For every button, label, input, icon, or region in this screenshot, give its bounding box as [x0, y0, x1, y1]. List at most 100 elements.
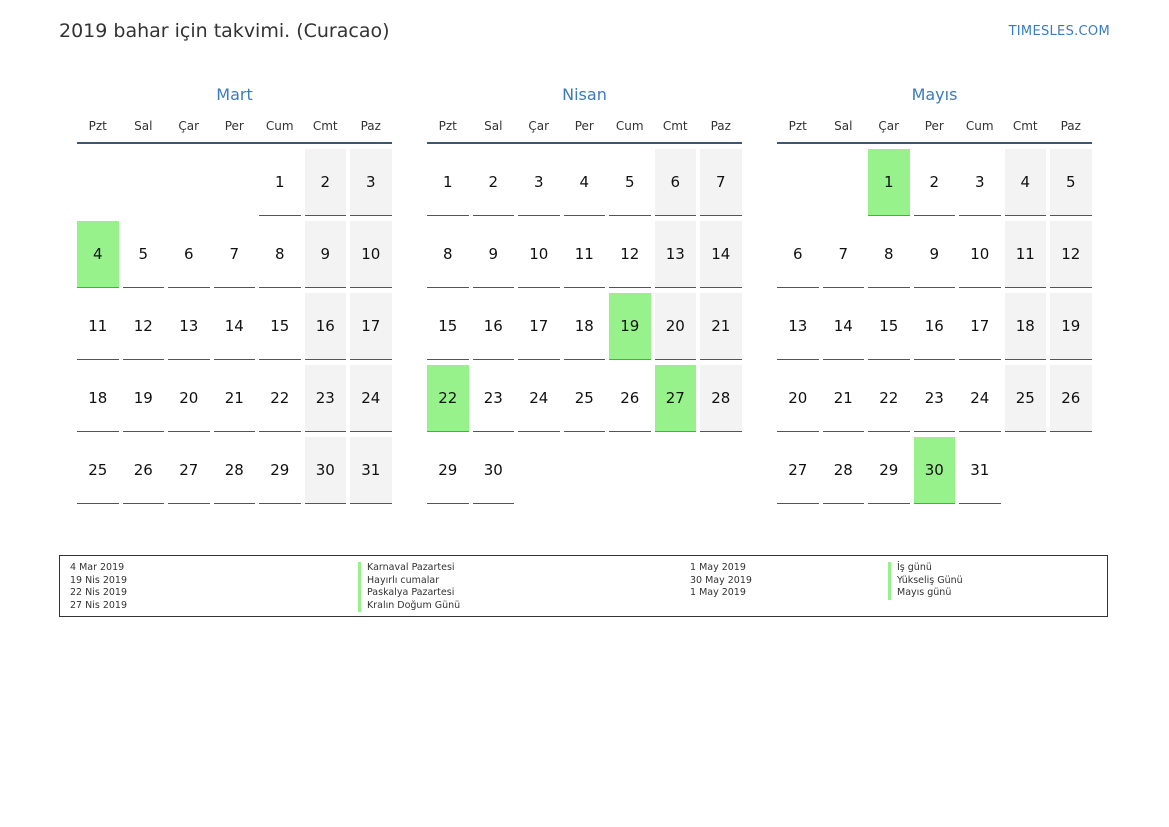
day-cell[interactable]: 20 [654, 293, 696, 360]
day-cell[interactable]: 18 [1004, 293, 1046, 360]
days-grid: 1 2 3 4 5 6 7 8 9 10 11 12 13 14 15 16 17 18 19 20 21 22 23 24 2… [777, 149, 1092, 504]
empty-day-cell [168, 149, 210, 216]
holiday-day-cell[interactable]: 22 [427, 365, 469, 432]
holiday-day-cell[interactable]: 1 [868, 149, 910, 216]
weekday-header: Pzt Sal Çar Per Cum Cmt Paz [777, 116, 1092, 144]
day-cell[interactable]: 8 [259, 221, 301, 288]
day-cell[interactable]: 21 [822, 365, 864, 432]
day-cell[interactable]: 8 [427, 221, 469, 288]
day-cell[interactable]: 17 [518, 293, 560, 360]
day-cell[interactable]: 10 [350, 221, 392, 288]
day-cell[interactable]: 6 [168, 221, 210, 288]
day-cell[interactable]: 5 [1050, 149, 1092, 216]
day-cell[interactable]: 20 [777, 365, 819, 432]
weekday-label: Cmt [312, 119, 338, 133]
day-cell[interactable]: 7 [700, 149, 742, 216]
legend-names-left: Karnaval Pazartesi Hayırlı cumalar Paskaly… [358, 562, 460, 612]
day-cell[interactable]: 2 [913, 149, 955, 216]
day-cell[interactable]: 23 [472, 365, 514, 432]
day-cell[interactable]: 13 [168, 293, 210, 360]
day-cell[interactable]: 26 [122, 437, 164, 504]
day-cell[interactable]: 31 [959, 437, 1001, 504]
day-cell[interactable]: 27 [777, 437, 819, 504]
day-cell[interactable]: 26 [609, 365, 651, 432]
day-cell[interactable]: 1 [427, 149, 469, 216]
day-cell[interactable]: 4 [1004, 149, 1046, 216]
day-cell[interactable]: 2 [304, 149, 346, 216]
day-cell[interactable]: 17 [959, 293, 1001, 360]
day-cell[interactable]: 20 [168, 365, 210, 432]
day-cell[interactable]: 30 [472, 437, 514, 504]
day-cell[interactable]: 5 [609, 149, 651, 216]
day-cell[interactable]: 24 [959, 365, 1001, 432]
day-cell[interactable]: 14 [700, 221, 742, 288]
day-cell[interactable]: 3 [350, 149, 392, 216]
day-cell[interactable]: 11 [77, 293, 119, 360]
legend-date: 30 May 2019 [690, 574, 752, 586]
day-cell[interactable]: 9 [472, 221, 514, 288]
day-cell[interactable]: 29 [259, 437, 301, 504]
day-cell[interactable]: 3 [518, 149, 560, 216]
day-cell[interactable]: 13 [654, 221, 696, 288]
day-cell[interactable]: 10 [518, 221, 560, 288]
day-cell[interactable]: 14 [213, 293, 255, 360]
day-cell[interactable]: 9 [304, 221, 346, 288]
day-cell[interactable]: 23 [304, 365, 346, 432]
day-cell[interactable]: 29 [868, 437, 910, 504]
month-0: Mart Pzt Sal Çar Per Cum Cmt Paz 1 2 3 4 5 6 7 8 9 10 11 12… [77, 84, 392, 504]
day-cell[interactable]: 8 [868, 221, 910, 288]
day-cell[interactable]: 31 [350, 437, 392, 504]
day-cell[interactable]: 4 [563, 149, 605, 216]
day-cell[interactable]: 7 [822, 221, 864, 288]
day-cell[interactable]: 16 [913, 293, 955, 360]
day-cell[interactable]: 26 [1050, 365, 1092, 432]
day-cell[interactable]: 18 [563, 293, 605, 360]
day-cell[interactable]: 30 [304, 437, 346, 504]
day-cell[interactable]: 14 [822, 293, 864, 360]
day-cell[interactable]: 22 [868, 365, 910, 432]
day-cell[interactable]: 28 [822, 437, 864, 504]
day-cell[interactable]: 12 [122, 293, 164, 360]
holiday-day-cell[interactable]: 30 [913, 437, 955, 504]
day-cell[interactable]: 15 [259, 293, 301, 360]
day-cell[interactable]: 11 [563, 221, 605, 288]
day-cell[interactable]: 22 [259, 365, 301, 432]
day-cell[interactable]: 24 [518, 365, 560, 432]
day-cell[interactable]: 11 [1004, 221, 1046, 288]
day-cell[interactable]: 15 [427, 293, 469, 360]
day-cell[interactable]: 9 [913, 221, 955, 288]
day-cell[interactable]: 1 [259, 149, 301, 216]
day-cell[interactable]: 19 [1050, 293, 1092, 360]
day-cell[interactable]: 12 [1050, 221, 1092, 288]
day-cell[interactable]: 28 [213, 437, 255, 504]
day-cell[interactable]: 29 [427, 437, 469, 504]
holiday-day-cell[interactable]: 4 [77, 221, 119, 288]
day-cell[interactable]: 16 [304, 293, 346, 360]
day-cell[interactable]: 2 [472, 149, 514, 216]
day-cell[interactable]: 21 [213, 365, 255, 432]
day-cell[interactable]: 5 [122, 221, 164, 288]
day-cell[interactable]: 13 [777, 293, 819, 360]
holiday-day-cell[interactable]: 19 [609, 293, 651, 360]
day-cell[interactable]: 3 [959, 149, 1001, 216]
day-cell[interactable]: 6 [777, 221, 819, 288]
day-cell[interactable]: 6 [654, 149, 696, 216]
day-cell[interactable]: 15 [868, 293, 910, 360]
site-link[interactable]: TIMESLES.COM [1008, 24, 1110, 39]
day-cell[interactable]: 12 [609, 221, 651, 288]
day-cell[interactable]: 19 [122, 365, 164, 432]
day-cell[interactable]: 24 [350, 365, 392, 432]
day-cell[interactable]: 18 [77, 365, 119, 432]
day-cell[interactable]: 16 [472, 293, 514, 360]
day-cell[interactable]: 17 [350, 293, 392, 360]
day-cell[interactable]: 25 [1004, 365, 1046, 432]
day-cell[interactable]: 25 [77, 437, 119, 504]
day-cell[interactable]: 10 [959, 221, 1001, 288]
day-cell[interactable]: 27 [168, 437, 210, 504]
day-cell[interactable]: 25 [563, 365, 605, 432]
holiday-day-cell[interactable]: 27 [654, 365, 696, 432]
day-cell[interactable]: 21 [700, 293, 742, 360]
day-cell[interactable]: 28 [700, 365, 742, 432]
day-cell[interactable]: 7 [213, 221, 255, 288]
day-cell[interactable]: 23 [913, 365, 955, 432]
